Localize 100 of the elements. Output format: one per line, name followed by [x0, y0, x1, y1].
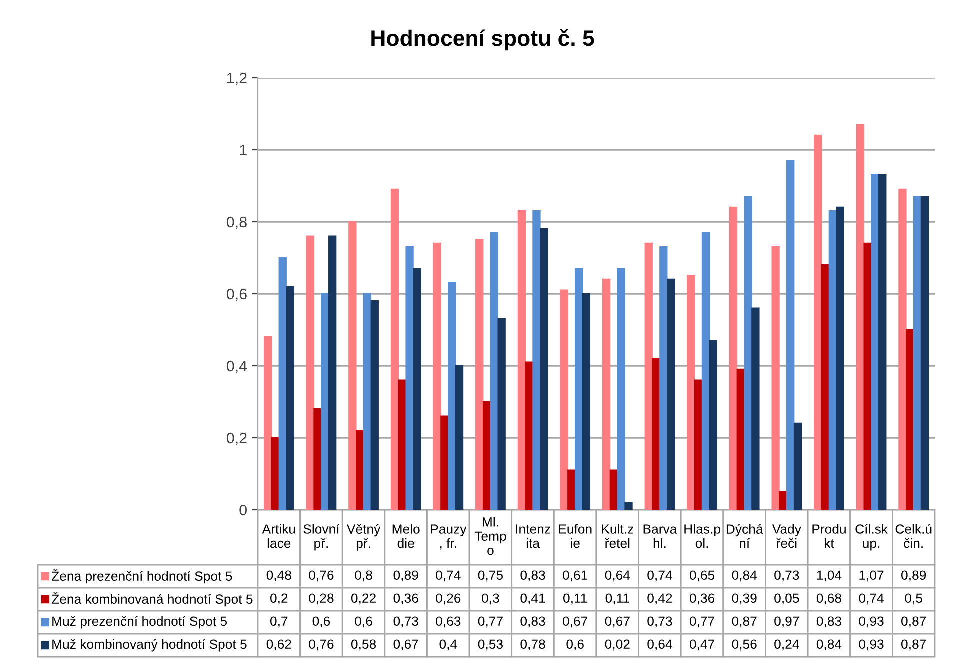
x-tick-label: Ml. Temp o	[474, 517, 506, 556]
bar	[314, 408, 322, 510]
data-label: 0,05	[774, 594, 800, 605]
x-tick-label: Barva hl.	[644, 524, 678, 548]
data-label: 1,07	[860, 570, 884, 582]
bar	[878, 174, 887, 510]
data-label: 0,3	[482, 594, 500, 605]
y-tick-label: 0	[240, 504, 247, 516]
x-tick-label: Slovní př.	[304, 524, 340, 551]
data-label: 0,73	[774, 570, 800, 582]
data-label: 0,22	[351, 594, 376, 605]
legend-label: Muž prezenční hodnotí Spot 5	[52, 616, 228, 629]
data-label: 0,5	[905, 594, 922, 605]
bar	[786, 160, 795, 510]
x-tick-label: Produ kt	[812, 524, 846, 548]
data-label: 0,61	[563, 570, 588, 582]
data-label: 0,67	[394, 640, 418, 651]
bar	[906, 329, 914, 510]
data-label: 0,87	[902, 640, 926, 651]
bar	[306, 236, 314, 510]
data-label: 0,42	[648, 594, 672, 605]
bar	[666, 278, 676, 510]
bar	[433, 242, 442, 510]
x-tick-label: Vady řeči	[772, 524, 802, 548]
bar	[694, 380, 703, 510]
bar	[864, 242, 872, 510]
data-label: 0,58	[351, 640, 376, 651]
data-label: 0,89	[902, 570, 926, 582]
data-label: 0,75	[478, 570, 504, 582]
data-label: 0,64	[605, 570, 630, 582]
bar	[413, 268, 422, 510]
bar	[779, 491, 788, 510]
data-label: 0,6	[355, 616, 372, 628]
data-label: 0,83	[520, 616, 546, 628]
x-tick-label: Kult.z řetel	[602, 524, 634, 548]
data-label: 0,41	[520, 594, 546, 605]
bar	[560, 290, 568, 510]
data-label: 0,28	[309, 594, 334, 605]
data-label: 0,73	[394, 616, 418, 628]
chart-title: Hodnocení spotu č. 5	[372, 29, 594, 51]
y-tick-label: 0,8	[226, 216, 247, 230]
bar	[264, 336, 272, 510]
x-tick-label: Eufon ie	[559, 524, 592, 548]
y-tick-label: 0,4	[226, 360, 248, 374]
bar	[602, 278, 611, 510]
bar	[498, 318, 506, 510]
data-label: 0,77	[478, 616, 503, 628]
x-tick-label: Pauzy , fr.	[431, 524, 467, 550]
x-tick-label: Cíl.sk up.	[856, 524, 888, 551]
data-label: 0,47	[690, 640, 714, 651]
x-tick-label: Melo die	[392, 524, 420, 548]
y-tick-label: 1,2	[228, 72, 247, 86]
bar	[476, 239, 484, 510]
bar	[356, 430, 364, 510]
data-label: 0,87	[902, 616, 926, 628]
y-tick-label: 1	[240, 145, 247, 156]
bar	[624, 502, 633, 510]
data-label: 0,6	[566, 640, 584, 651]
bar	[920, 196, 930, 510]
bar	[390, 188, 400, 510]
data-label: 0,6	[312, 616, 330, 628]
data-label: 0,97	[774, 616, 800, 628]
bar	[836, 206, 844, 510]
bar	[660, 246, 668, 510]
data-label: 0,89	[394, 570, 418, 582]
bar	[729, 206, 738, 510]
bar	[652, 358, 660, 510]
bar	[482, 401, 492, 510]
bar	[321, 293, 330, 510]
data-label: 0,77	[690, 616, 714, 628]
bar	[574, 268, 584, 510]
data-label: 0,36	[394, 594, 418, 605]
bar	[540, 228, 548, 510]
data-label: 0,26	[436, 594, 461, 605]
bar	[328, 236, 337, 510]
data-label: 0,74	[859, 594, 884, 605]
bar	[490, 232, 498, 510]
data-label: 0,76	[309, 570, 334, 582]
bar	[525, 362, 534, 510]
bar	[532, 210, 541, 510]
data-label: 0,11	[606, 594, 630, 605]
bar	[687, 275, 696, 510]
data-label: 1,04	[817, 570, 842, 582]
bar	[348, 221, 357, 510]
legend-label: Muž kombinovaný hodnotí Spot 5	[52, 639, 247, 652]
data-label: 0,67	[563, 616, 588, 628]
data-label: 0,83	[520, 570, 546, 582]
y-tick-label: 0,6	[226, 288, 247, 302]
bar	[772, 246, 780, 510]
bar	[856, 124, 865, 510]
bar	[709, 340, 718, 510]
bar	[913, 196, 922, 510]
data-label: 0,78	[520, 640, 546, 651]
bar	[794, 422, 802, 510]
bar	[610, 470, 618, 510]
bar	[752, 308, 760, 510]
bar	[271, 437, 280, 510]
x-tick-label: Intenz ita	[516, 524, 550, 548]
bar	[455, 365, 464, 510]
bar	[568, 470, 576, 510]
